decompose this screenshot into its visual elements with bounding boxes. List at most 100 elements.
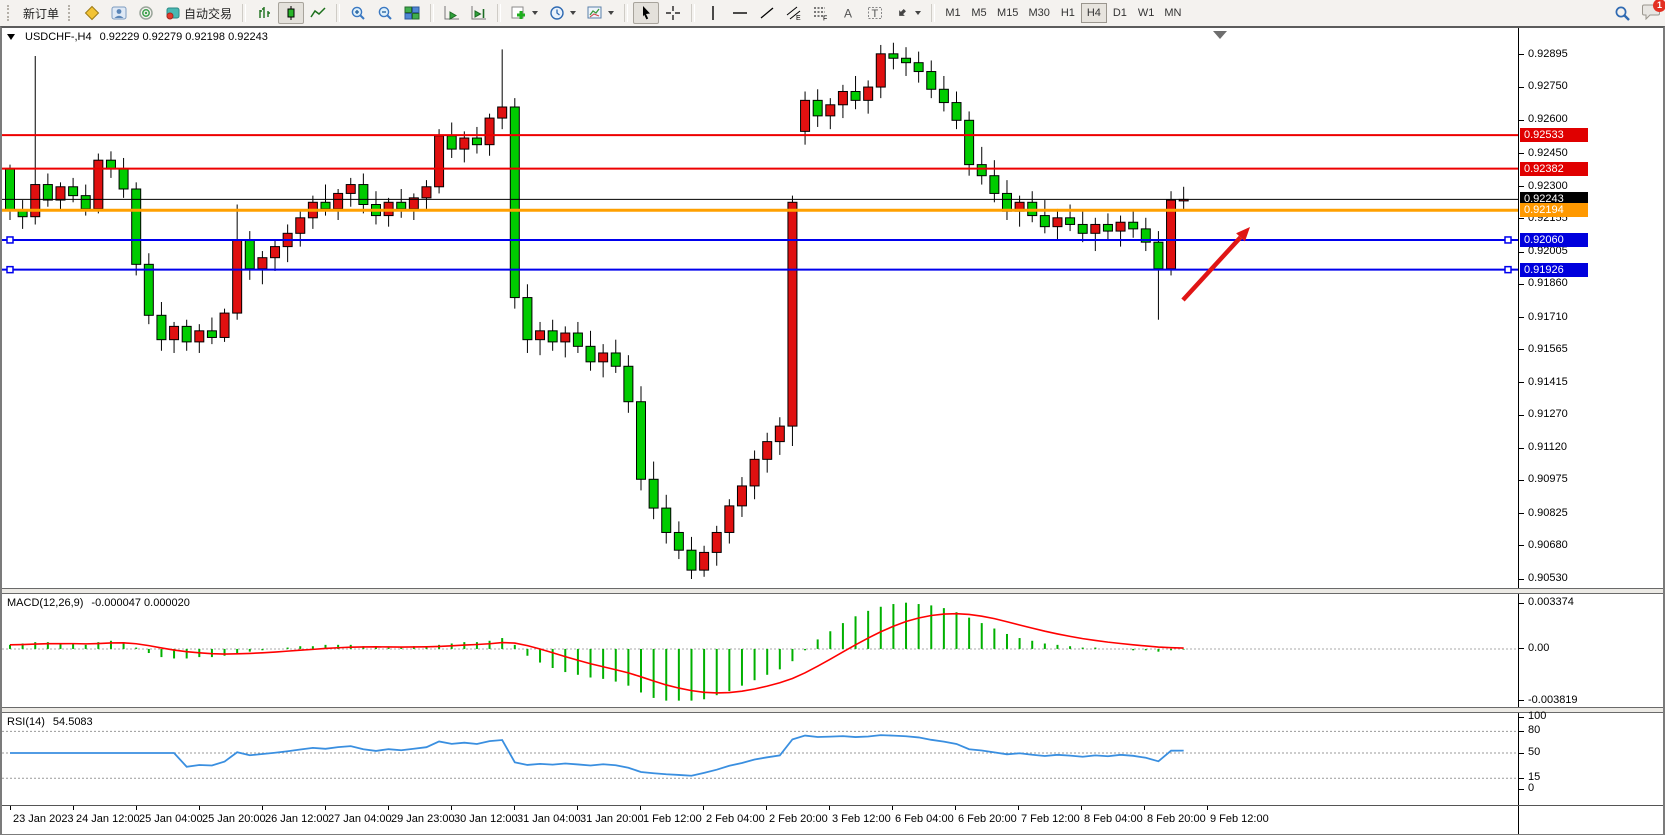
crosshair-tool-button[interactable] xyxy=(660,2,686,24)
macd-tick-label: 0.00 xyxy=(1528,641,1550,654)
price-tick xyxy=(1519,54,1524,56)
time-label: 25 Jan 04:00 xyxy=(139,813,203,825)
rsi-tick-label: 0 xyxy=(1528,782,1535,794)
timeframe-MN[interactable]: MN xyxy=(1159,3,1186,23)
text-label-icon: T xyxy=(868,7,883,20)
text-label-tool-button[interactable]: T xyxy=(862,2,888,24)
timeframe-H4[interactable]: H4 xyxy=(1080,3,1107,23)
svg-text:F: F xyxy=(823,16,827,22)
time-label: 1 Feb 12:00 xyxy=(643,813,702,825)
price-badge: 0.91926 xyxy=(1520,262,1588,277)
new-order-label: 新订单 xyxy=(23,6,60,21)
channel-tool-button[interactable]: E xyxy=(781,2,807,24)
search-icon xyxy=(1615,6,1630,21)
price-tick-label: 0.90530 xyxy=(1528,572,1568,584)
price-tick xyxy=(1519,578,1524,580)
macd-axis[interactable]: 0.003374 0.00 -0.003819 xyxy=(1518,594,1663,707)
hline-0.9206[interactable] xyxy=(2,236,1518,244)
main-chart-plot[interactable]: USDCHF-,H4 0.92229 0.92279 0.92198 0.922… xyxy=(2,28,1518,588)
rsi-tick-label: 50 xyxy=(1528,746,1541,758)
timeframe-toolbar: M1 M5 M15 M30 H1 H4 D1 W1 MN xyxy=(940,3,1186,23)
chat-button[interactable]: 1 xyxy=(1642,0,1665,23)
candlestick-chart[interactable] xyxy=(2,28,1518,588)
autotrade-label: 自动交易 xyxy=(184,6,233,21)
vertical-line-tool-button[interactable] xyxy=(700,2,726,24)
navigator-button[interactable] xyxy=(106,2,132,24)
zoom-in-button[interactable] xyxy=(345,2,371,24)
time-tick xyxy=(829,806,830,810)
timeframe-M1[interactable]: M1 xyxy=(940,3,966,23)
timeframe-M5[interactable]: M5 xyxy=(966,3,992,23)
rsi-chart[interactable] xyxy=(2,713,1518,805)
line-chart-mode-button[interactable] xyxy=(305,2,331,24)
price-tick xyxy=(1519,153,1524,155)
cursor-tool-button[interactable] xyxy=(633,2,660,24)
price-tick-label: 0.90975 xyxy=(1528,473,1568,486)
search-button[interactable] xyxy=(1609,2,1636,24)
trendline-tool-button[interactable] xyxy=(754,2,780,24)
toolbar-separator xyxy=(497,4,502,22)
toolbar-separator xyxy=(931,4,936,22)
periods-button[interactable] xyxy=(544,2,581,24)
zoom-out-icon xyxy=(378,6,392,20)
arrows-tool-button[interactable] xyxy=(889,2,926,24)
text-tool-button[interactable]: A xyxy=(835,2,861,24)
toolbar-separator xyxy=(336,4,341,22)
time-tick xyxy=(1144,806,1145,810)
channel-icon: E xyxy=(786,6,801,21)
toolbar-grip[interactable] xyxy=(68,5,75,21)
new-order-button[interactable]: 新订单 xyxy=(18,2,64,24)
price-badge: 0.92533 xyxy=(1520,128,1588,143)
rsi-panel[interactable]: RSI(14) 54.5083 xyxy=(2,713,1518,805)
autotrade-icon xyxy=(166,7,180,20)
price-tick-label: 0.91270 xyxy=(1528,408,1568,421)
toolbar-grip[interactable] xyxy=(7,5,14,21)
rsi-tick-label: 80 xyxy=(1528,724,1541,737)
terminal-button[interactable] xyxy=(133,2,159,24)
timeframe-H1[interactable]: H1 xyxy=(1055,3,1081,23)
navigator-icon xyxy=(111,6,127,20)
rsi-tick xyxy=(1519,716,1524,718)
macd-chart[interactable] xyxy=(2,594,1518,707)
price-tick-label: 0.92750 xyxy=(1528,80,1568,93)
collapse-triangle-icon[interactable] xyxy=(7,34,15,40)
rsi-title: RSI(14) 54.5083 xyxy=(7,716,93,728)
indicators-button[interactable] xyxy=(506,2,543,24)
zoom-out-button[interactable] xyxy=(372,2,398,24)
time-label: 3 Feb 12:00 xyxy=(832,813,891,825)
time-axis[interactable]: 23 Jan 2023 24 Jan 12:00 25 Jan 04:00 25 Ja… xyxy=(2,806,1518,834)
autotrade-button[interactable]: 自动交易 xyxy=(160,2,237,24)
time-label: 8 Feb 20:00 xyxy=(1147,813,1206,825)
price-badge: 0.92194 xyxy=(1520,203,1588,218)
price-tick xyxy=(1519,414,1524,416)
rsi-axis[interactable]: 100 80 50 15 0 xyxy=(1518,710,1663,805)
time-tick xyxy=(1081,806,1082,810)
panel-splitter[interactable] xyxy=(2,588,1663,594)
price-tick-label: 0.92300 xyxy=(1528,179,1568,192)
market-watch-button[interactable] xyxy=(79,2,105,24)
chart-shift-button[interactable] xyxy=(466,2,492,24)
tile-windows-button[interactable] xyxy=(399,2,425,24)
timeframe-M30[interactable]: M30 xyxy=(1023,3,1054,23)
macd-panel[interactable]: MACD(12,26,9) -0.000047 0.000020 xyxy=(2,594,1518,707)
candlestick-mode-button[interactable] xyxy=(278,2,305,24)
bar-chart-mode-button[interactable] xyxy=(251,2,277,24)
panel-splitter[interactable] xyxy=(2,707,1663,713)
rsi-tick xyxy=(1519,788,1524,790)
fibonacci-tool-button[interactable]: F xyxy=(808,2,834,24)
svg-text:T: T xyxy=(872,8,879,20)
time-label: 24 Jan 12:00 xyxy=(76,813,140,825)
timeframe-M15[interactable]: M15 xyxy=(992,3,1023,23)
templates-button[interactable] xyxy=(582,2,619,24)
chart-shift-marker-icon[interactable] xyxy=(1213,31,1227,39)
timeframe-W1[interactable]: W1 xyxy=(1133,3,1160,23)
price-tick xyxy=(1519,283,1524,285)
hline-0.91926[interactable] xyxy=(2,265,1518,274)
arrow-annotation[interactable] xyxy=(1181,227,1250,302)
price-axis[interactable]: 0.92895 0.92750 0.92600 0.92450 0.92300 0.921… xyxy=(1518,28,1663,588)
time-tick xyxy=(451,806,452,810)
timeframe-D1[interactable]: D1 xyxy=(1107,3,1133,23)
auto-scroll-button[interactable] xyxy=(439,2,465,24)
time-tick xyxy=(199,806,200,810)
horizontal-line-tool-button[interactable] xyxy=(727,2,753,24)
